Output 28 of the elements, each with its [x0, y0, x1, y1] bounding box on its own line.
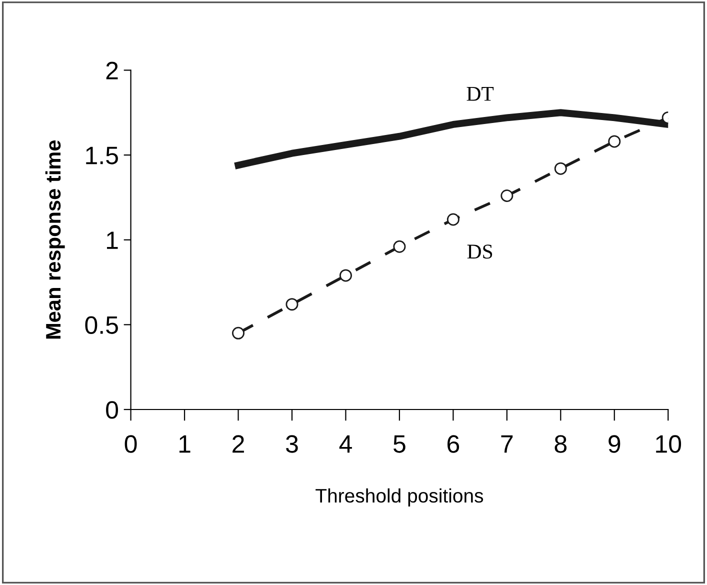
- point: [232, 326, 245, 340]
- x-tick-label: 3: [286, 435, 298, 453]
- x-tick-label: 1: [179, 435, 190, 453]
- series-label: DS: [467, 244, 492, 259]
- y-tick-label: 1.5: [86, 146, 118, 164]
- x-tick-label: 5: [394, 435, 406, 453]
- point: [446, 213, 460, 226]
- point: [393, 240, 406, 253]
- x-tick-label: 8: [554, 435, 567, 453]
- y-tick-label: 0.5: [85, 316, 118, 334]
- y-tick-label: 0: [106, 401, 118, 419]
- point: [286, 298, 298, 311]
- series-label: DT: [466, 87, 494, 101]
- x-tick-label: 6: [448, 435, 460, 453]
- point: [500, 189, 514, 202]
- y-axis-title: Mean response time: [45, 140, 65, 339]
- x-tick-label: 2: [232, 435, 244, 453]
- x-tick-label: 4: [339, 435, 352, 453]
- point: [608, 135, 621, 148]
- y-tick-label: 1: [106, 232, 118, 249]
- point: [339, 269, 352, 282]
- point: [554, 162, 567, 175]
- x-tick-label: 7: [501, 435, 513, 453]
- x-axis-title: Threshold positions: [316, 488, 484, 506]
- x-tick-label: 9: [608, 435, 620, 453]
- x-tick-label: 10: [656, 435, 682, 453]
- y-tick-label: 2: [106, 62, 118, 80]
- x-tick-label: 0: [124, 435, 137, 453]
